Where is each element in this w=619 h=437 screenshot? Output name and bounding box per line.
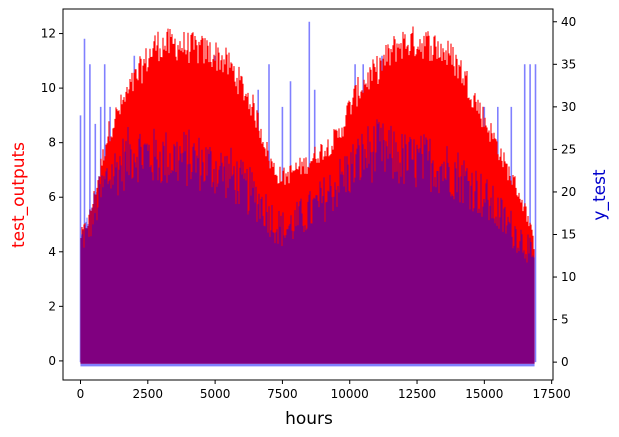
y-left-axis-ticks: 0 2 4 6 8 10 12 [41, 27, 63, 368]
x-tick-label: 2500 [133, 387, 164, 401]
x-axis-label: hours [285, 409, 333, 429]
y-right-tick-label: 0 [561, 355, 569, 369]
y-right-tick-label: 5 [561, 313, 569, 327]
x-tick-label: 17500 [533, 387, 571, 401]
y-right-axis-ticks: 0 5 10 15 20 25 30 35 40 [553, 15, 576, 369]
x-tick-label: 0 [77, 387, 85, 401]
y-right-tick-label: 10 [561, 270, 576, 284]
x-tick-label: 12500 [398, 387, 436, 401]
y-right-tick-label: 15 [561, 227, 576, 241]
y-right-axis-label: y_test [590, 169, 610, 221]
y-left-tick-label: 0 [48, 354, 56, 368]
y-left-tick-label: 12 [41, 27, 56, 41]
series-overlap [80, 119, 535, 364]
y-left-tick-label: 6 [48, 190, 56, 204]
y-right-tick-label: 20 [561, 185, 576, 199]
y-left-tick-label: 10 [41, 81, 56, 95]
y-left-tick-label: 2 [48, 299, 56, 313]
x-tick-label: 7500 [267, 387, 298, 401]
x-tick-label: 15000 [465, 387, 503, 401]
y-right-tick-label: 30 [561, 100, 576, 114]
x-tick-label: 10000 [331, 387, 369, 401]
x-tick-label: 5000 [200, 387, 231, 401]
y-left-axis-label: test_outputs [9, 142, 29, 248]
y-right-tick-label: 40 [561, 15, 576, 29]
y-right-tick-label: 25 [561, 142, 576, 156]
overlap-trace [80, 119, 535, 364]
plot-area [79, 21, 537, 367]
y-left-tick-label: 8 [48, 136, 56, 150]
y-right-tick-label: 35 [561, 57, 576, 71]
plot-frame [62, 8, 554, 381]
y-left-tick-label: 4 [48, 245, 56, 259]
x-axis-ticks: 0 2500 5000 7500 10000 12500 15000 17500 [77, 380, 571, 401]
